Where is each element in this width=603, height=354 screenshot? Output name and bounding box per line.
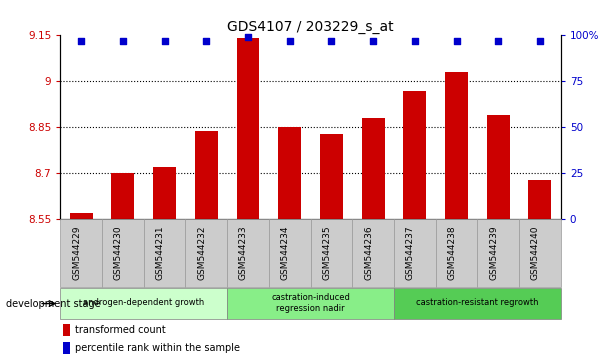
Point (243, 34, 253, 40)
Text: percentile rank within the sample: percentile rank within the sample (75, 343, 241, 353)
Point (327, 38, 336, 44)
Point (201, 38, 211, 44)
Point (77, 38, 86, 44)
FancyBboxPatch shape (311, 219, 352, 287)
Text: GSM544232: GSM544232 (197, 226, 206, 280)
Text: GSM544229: GSM544229 (72, 226, 81, 280)
Bar (445, 72, 468, 219)
FancyBboxPatch shape (144, 219, 186, 287)
FancyBboxPatch shape (186, 219, 227, 287)
FancyBboxPatch shape (269, 219, 311, 287)
Text: GSM544239: GSM544239 (489, 226, 498, 280)
Bar (487, 115, 510, 219)
Bar (528, 179, 551, 219)
Bar (70, 213, 93, 219)
FancyBboxPatch shape (478, 219, 519, 287)
Text: androgen-dependent growth: androgen-dependent growth (83, 298, 204, 307)
Text: GSM544237: GSM544237 (406, 226, 415, 280)
Bar (236, 39, 259, 219)
Point (493, 38, 503, 44)
FancyBboxPatch shape (352, 219, 394, 287)
Point (118, 38, 128, 44)
Point (285, 38, 294, 44)
Text: GSM544234: GSM544234 (280, 226, 289, 280)
Point (368, 38, 378, 44)
Text: GSM544235: GSM544235 (323, 226, 332, 280)
FancyBboxPatch shape (227, 219, 269, 287)
Point (160, 38, 169, 44)
Text: development stage: development stage (6, 298, 101, 309)
Bar (278, 127, 301, 219)
FancyBboxPatch shape (102, 219, 144, 287)
Text: castration-resistant regrowth: castration-resistant regrowth (416, 298, 538, 307)
Bar (362, 118, 385, 219)
Text: GSM544238: GSM544238 (447, 226, 456, 280)
Text: GSM544240: GSM544240 (531, 226, 540, 280)
Point (452, 38, 461, 44)
Text: GSM544233: GSM544233 (239, 226, 248, 280)
FancyBboxPatch shape (60, 219, 102, 287)
FancyBboxPatch shape (394, 289, 561, 319)
Title: GDS4107 / 203229_s_at: GDS4107 / 203229_s_at (227, 21, 394, 34)
Bar (63, 342, 70, 354)
Point (535, 38, 545, 44)
FancyBboxPatch shape (519, 219, 561, 287)
Text: GSM544230: GSM544230 (114, 226, 123, 280)
Text: castration-induced
regression nadir: castration-induced regression nadir (271, 293, 350, 313)
FancyBboxPatch shape (394, 219, 435, 287)
Bar (112, 173, 134, 219)
Bar (403, 91, 426, 219)
Text: GSM544236: GSM544236 (364, 226, 373, 280)
Point (410, 38, 420, 44)
Bar (320, 133, 343, 219)
FancyBboxPatch shape (60, 289, 227, 319)
Text: GSM544231: GSM544231 (156, 226, 165, 280)
FancyBboxPatch shape (435, 219, 478, 287)
Text: transformed count: transformed count (75, 325, 166, 335)
FancyBboxPatch shape (227, 289, 394, 319)
Bar (195, 131, 218, 219)
Bar (63, 324, 70, 336)
Bar (153, 167, 176, 219)
